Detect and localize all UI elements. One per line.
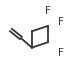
Text: F: F [58, 48, 64, 58]
Text: F: F [45, 6, 51, 16]
Text: F: F [58, 17, 64, 27]
